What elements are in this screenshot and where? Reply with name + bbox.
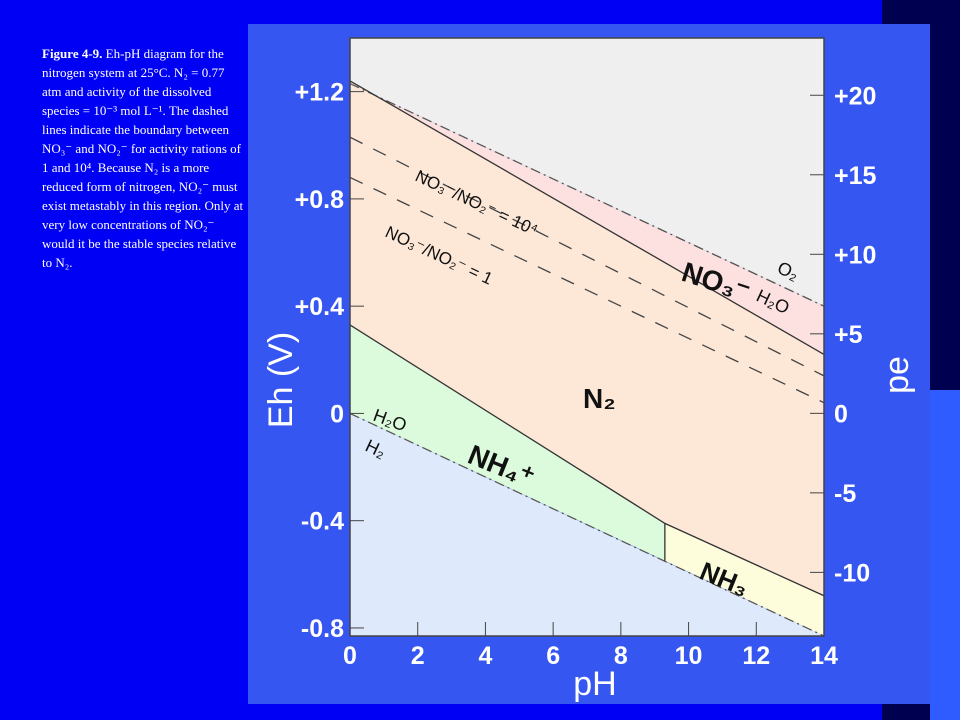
boundary-line (349, 176, 825, 404)
boundary-line (349, 324, 825, 597)
boundary-line (349, 136, 825, 377)
boundary-line (349, 80, 825, 355)
y2-tick-label: +20 (834, 82, 876, 110)
annotation: N₂ (583, 383, 616, 414)
caption: Figure 4-9. Eh-pH diagram for the nitrog… (42, 44, 247, 272)
x-tick-label: 12 (742, 642, 770, 670)
y2-axis-label: pe (878, 356, 916, 394)
y-tick-label: -0.8 (301, 615, 344, 643)
y-tick-label: +0.8 (295, 186, 344, 214)
caption-text: Eh-pH diagram for the nitrogen system at… (42, 46, 244, 270)
right-stripe (930, 390, 960, 720)
x-tick-label: 4 (478, 642, 492, 670)
x-tick-label: 8 (614, 642, 628, 670)
y2-tick-label: 0 (834, 400, 848, 428)
y-tick-label: 0 (330, 400, 344, 428)
boundary-line (349, 412, 825, 637)
y2-tick-label: -5 (834, 480, 856, 508)
region (350, 38, 824, 307)
x-tick-label: 2 (411, 642, 425, 670)
y-tick-label: -0.4 (301, 508, 344, 536)
x-axis-label: pH (573, 665, 616, 703)
region (350, 324, 665, 561)
x-tick-label: 6 (546, 642, 560, 670)
x-tick-label: 10 (675, 642, 703, 670)
y2-tick-label: -10 (834, 559, 870, 587)
region (664, 523, 824, 636)
y-axis-label: Eh (V) (262, 332, 300, 428)
caption-label: Figure 4-9. (42, 46, 103, 61)
y2-tick-label: +10 (834, 241, 876, 269)
y2-tick-label: +5 (834, 321, 863, 349)
region (350, 80, 824, 596)
plot-frame (349, 37, 825, 637)
boundary-line (349, 82, 825, 307)
y-tick-label: +1.2 (295, 79, 344, 107)
y-tick-label: +0.4 (295, 293, 344, 321)
y2-tick-label: +15 (834, 162, 877, 190)
x-tick-label: 14 (810, 642, 838, 670)
x-tick-label: 0 (343, 642, 357, 670)
